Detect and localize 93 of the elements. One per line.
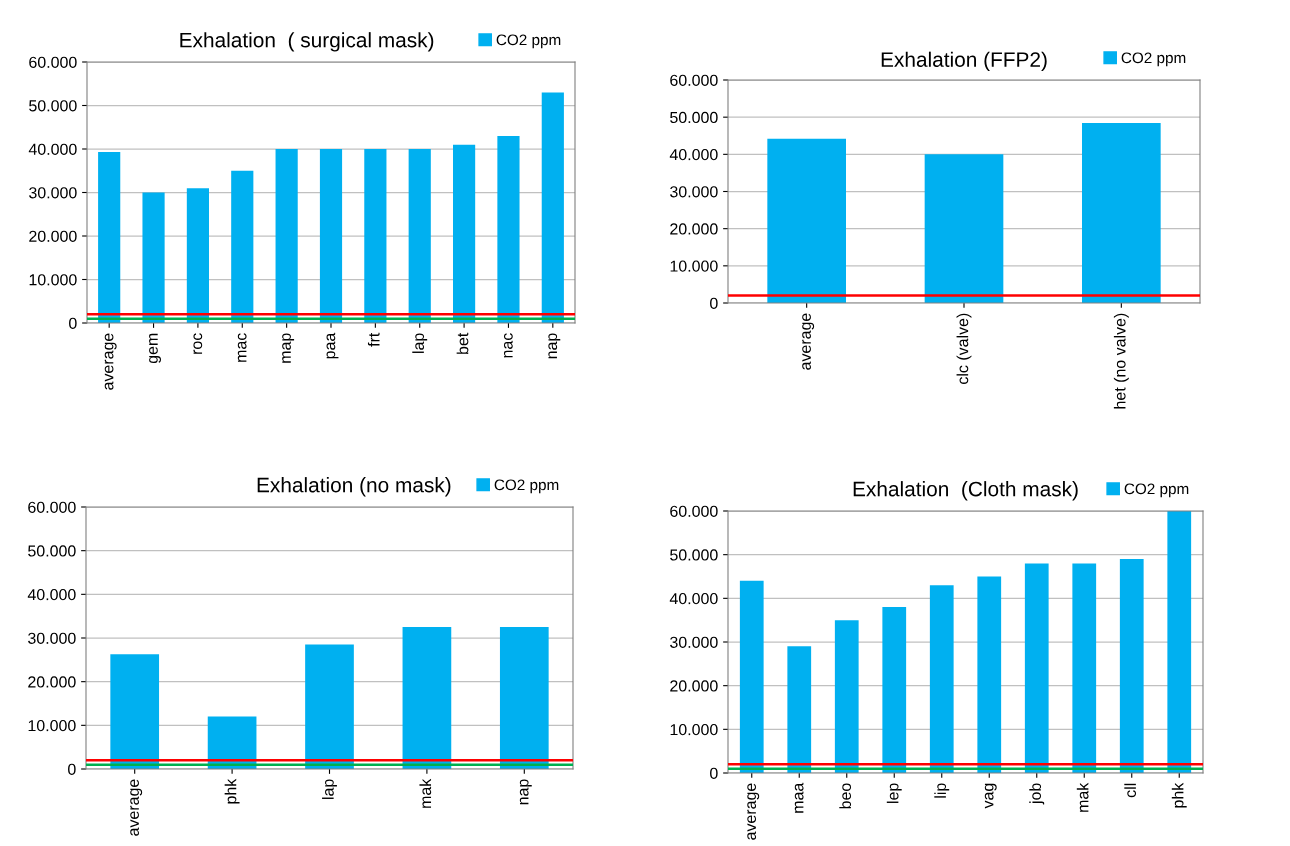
legend-label: CO2 ppm bbox=[494, 479, 559, 494]
chart-title: Exhalation (Cloth mask) bbox=[853, 481, 1078, 501]
x-tick-label: clc (valve) bbox=[956, 313, 972, 384]
x-tick-label: lap bbox=[322, 779, 337, 799]
y-tick-label: 40.000 bbox=[28, 143, 77, 155]
y-tick-label: 40.000 bbox=[669, 148, 718, 161]
bar bbox=[541, 92, 564, 323]
bar bbox=[275, 149, 298, 323]
y-tick-label: 10.000 bbox=[670, 260, 718, 272]
bar bbox=[186, 188, 209, 323]
y-tick-label: 30.000 bbox=[670, 636, 718, 648]
legend-label: CO2 ppm bbox=[1121, 52, 1186, 67]
bar bbox=[98, 152, 121, 323]
y-tick-label: 20.000 bbox=[29, 230, 77, 242]
bar bbox=[319, 149, 343, 323]
bar bbox=[1072, 563, 1097, 773]
x-tick-label: het (no valve) bbox=[1113, 313, 1129, 409]
bar bbox=[929, 585, 954, 773]
x-tick-label: beo bbox=[839, 783, 852, 809]
x-tick-label: roc bbox=[193, 333, 203, 354]
y-tick-label: 30.000 bbox=[670, 186, 718, 198]
y-tick-label: 50.000 bbox=[670, 111, 718, 124]
x-tick-label: nap bbox=[519, 779, 532, 805]
bar bbox=[110, 654, 160, 769]
bar bbox=[787, 646, 812, 773]
y-tick-label: 20.000 bbox=[670, 223, 718, 235]
x-tick-label: bet bbox=[456, 332, 469, 354]
x-tick-label: map bbox=[282, 333, 295, 363]
x-tick-label: job bbox=[1029, 783, 1045, 805]
bar bbox=[1082, 123, 1161, 303]
y-tick-label: 10.000 bbox=[28, 719, 76, 732]
y-tick-label: 30.000 bbox=[28, 632, 76, 644]
bar bbox=[402, 627, 452, 769]
y-tick-label: 40.000 bbox=[669, 592, 718, 605]
bar bbox=[499, 627, 549, 769]
bar bbox=[767, 138, 846, 303]
x-tick-label: mac bbox=[237, 333, 247, 362]
y-tick-label: 60.000 bbox=[670, 505, 718, 517]
x-tick-label: paa bbox=[326, 332, 339, 359]
x-tick-label: maa bbox=[794, 782, 804, 813]
x-tick-label: average bbox=[104, 333, 117, 390]
x-tick-label: average bbox=[747, 783, 760, 840]
bar bbox=[1024, 563, 1049, 773]
y-tick-label: 0 bbox=[69, 317, 77, 329]
bar bbox=[453, 144, 476, 323]
x-tick-label: nap bbox=[548, 333, 561, 359]
x-tick-label: lap bbox=[412, 333, 428, 353]
bar bbox=[882, 607, 907, 773]
legend-label: CO2 ppm bbox=[496, 34, 561, 49]
x-tick-label: phk bbox=[224, 778, 240, 804]
y-tick-label: 30.000 bbox=[29, 187, 77, 199]
bar bbox=[1167, 511, 1192, 773]
x-tick-label: frt bbox=[367, 332, 380, 347]
x-tick-label: lip bbox=[934, 783, 950, 798]
x-tick-label: vag bbox=[984, 783, 997, 809]
x-tick-label: average bbox=[802, 313, 815, 370]
chart-title: Exhalation ( surgical mask) bbox=[180, 32, 434, 52]
y-tick-label: 50.000 bbox=[28, 545, 76, 557]
y-tick-label: 60.000 bbox=[29, 56, 77, 68]
y-tick-label: 10.000 bbox=[29, 274, 77, 286]
x-tick-label: average bbox=[130, 779, 143, 836]
bar bbox=[364, 149, 387, 323]
bar bbox=[739, 580, 764, 773]
y-tick-label: 0 bbox=[710, 767, 718, 779]
x-tick-label: mak bbox=[1076, 782, 1089, 812]
bar bbox=[231, 170, 254, 323]
y-tick-label: 60.000 bbox=[670, 74, 718, 86]
bar bbox=[1119, 559, 1144, 773]
chart-title: Exhalation (no mask) bbox=[257, 477, 451, 497]
y-tick-label: 10.000 bbox=[670, 723, 718, 736]
y-tick-label: 50.000 bbox=[670, 549, 718, 561]
x-tick-label: mak bbox=[419, 778, 432, 808]
x-tick-label: gem bbox=[149, 333, 161, 364]
bar bbox=[497, 135, 520, 323]
x-tick-label: cll bbox=[1124, 783, 1137, 798]
bar bbox=[408, 149, 431, 323]
bar bbox=[977, 576, 1002, 773]
y-tick-label: 20.000 bbox=[28, 676, 76, 688]
bar bbox=[142, 192, 165, 323]
bar bbox=[834, 620, 859, 773]
y-tick-label: 0 bbox=[710, 297, 718, 309]
bar bbox=[924, 154, 1004, 303]
y-tick-label: 0 bbox=[68, 763, 76, 775]
bar bbox=[305, 644, 354, 769]
y-tick-label: 40.000 bbox=[27, 588, 76, 601]
y-tick-label: 20.000 bbox=[670, 680, 718, 692]
y-tick-label: 60.000 bbox=[28, 501, 76, 513]
x-tick-label: phk bbox=[1171, 782, 1187, 808]
y-tick-label: 50.000 bbox=[29, 100, 77, 112]
x-tick-label: nac bbox=[503, 333, 513, 358]
chart-title: Exhalation (FFP2) bbox=[881, 51, 1047, 72]
legend-label: CO2 ppm bbox=[1124, 483, 1189, 498]
x-tick-label: lep bbox=[886, 783, 902, 803]
